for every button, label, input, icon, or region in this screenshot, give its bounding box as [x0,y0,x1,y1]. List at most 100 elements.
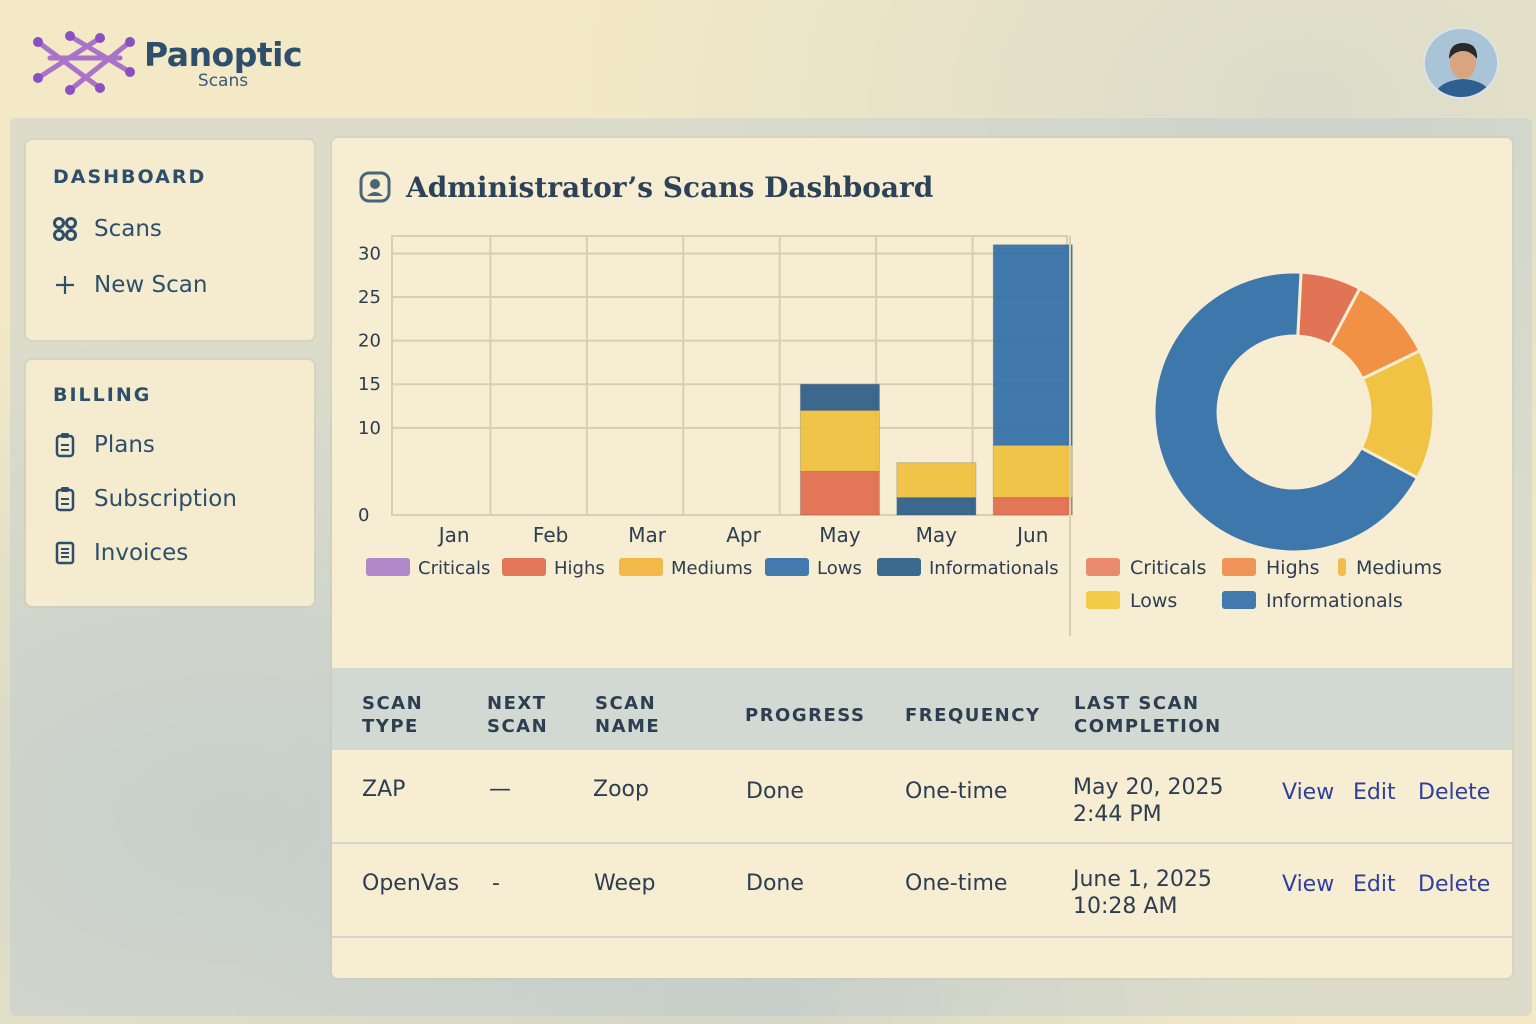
y-tick-label: 0 [358,505,369,526]
legend-label: Criticals [418,558,490,579]
legend-label: Informationals [929,558,1059,579]
legend-swatch [1086,558,1120,576]
document-icon [50,538,80,568]
bar-segment [896,497,977,516]
table-header: SCAN TYPE NEXT SCAN SCAN NAME PROGRESS F… [332,668,1512,750]
column-header-scan-name: SCAN NAME [595,693,661,737]
legend-label: Mediums [1356,557,1442,579]
y-tick-label: 30 [358,243,381,264]
sidebar-item-label: Scans [94,216,162,242]
delete-button[interactable]: Delete [1418,872,1491,897]
bar-segment [992,244,1073,446]
legend-label: Informationals [1266,590,1403,612]
user-portrait-icon [1425,29,1497,97]
grid-icon [50,214,80,244]
x-tick-label: Jun [1015,523,1048,547]
legend-swatch [366,558,410,576]
cell-scan-type: OpenVas [362,871,460,896]
sidebar-item-new-scan[interactable]: New Scan [50,270,207,300]
legend-swatch [1222,558,1256,576]
bar-segment [896,462,977,499]
column-header-progress: PROGRESS [745,705,866,726]
cell-scan-type: ZAP [362,777,406,802]
cell-last-scan: May 20, 2025 2:44 PM [1073,775,1224,827]
legend-swatch [502,558,546,576]
legend-swatch [877,558,921,576]
sidebar-item-scans[interactable]: Scans [50,214,162,244]
x-tick-label: May [916,523,958,547]
column-header-scan-type: SCAN TYPE [362,693,424,737]
cell-scan-name: Weep [594,871,656,896]
y-tick-label: 15 [358,374,381,395]
legend-label: Highs [554,558,605,579]
brand-subtitle: Scans [197,71,249,91]
clipboard-icon [50,484,80,514]
legend-label: Highs [1266,557,1320,579]
legend-swatch [619,558,663,576]
legend-label: Lows [1130,590,1177,612]
cell-next-scan: — [489,777,511,802]
sidebar-item-label: Subscription [94,486,237,512]
sidebar-heading-dashboard: DASHBOARD [53,166,207,188]
page-title: Administrator’s Scans Dashboard [406,170,934,204]
legend-swatch [765,558,809,576]
table-row: OpenVas - Weep Done One-time June 1, 202… [332,846,1512,938]
cell-progress: Done [746,779,804,804]
sidebar-billing-section: BILLING Plans Subscription Invoices [26,360,314,606]
view-button[interactable]: View [1282,872,1335,897]
app-header: Panoptic Scans [0,0,1536,118]
column-header-frequency: FREQUENCY [905,705,1041,726]
legend-swatch [1222,591,1256,609]
charts-area: 0 10 15 20 25 30 Jan Feb Mar Apr May May Jun Critical… [358,235,1442,636]
brand-name: Panoptic [144,35,303,74]
legend-label: Criticals [1130,557,1206,579]
cell-last-scan: June 1, 2025 10:28 AM [1073,867,1212,919]
sidebar-item-label: Invoices [94,540,189,566]
pie-slice [1152,270,1420,554]
bar-segment [799,383,880,411]
cell-frequency: One-time [905,871,1008,896]
cell-scan-name: Zoop [593,777,649,802]
y-tick-label: 10 [358,418,381,439]
delete-button[interactable]: Delete [1418,780,1491,805]
main-panel: Administrator’s Scans Dashboard 0 10 15 20 2… [332,138,1512,978]
table-row: ZAP — Zoop Done One-time May 20, 2025 2:… [332,752,1512,844]
logo[interactable]: Panoptic Scans [30,28,303,98]
edit-button[interactable]: Edit [1353,780,1396,805]
clipboard-icon [50,430,80,460]
legend-label: Mediums [671,558,752,579]
legend-swatch [1086,591,1120,609]
legend-label: Lows [817,558,862,579]
x-tick-label: Mar [628,523,667,547]
network-logo-icon [33,31,135,95]
user-avatar[interactable] [1423,27,1499,99]
sidebar-item-label: Plans [94,432,155,458]
cell-next-scan: - [492,871,500,896]
sidebar-item-plans[interactable]: Plans [50,430,155,460]
legend-swatch [1338,558,1346,576]
sidebar-item-subscription[interactable]: Subscription [50,484,237,514]
cell-progress: Done [746,871,804,896]
bar-segment [992,497,1073,516]
edit-button[interactable]: Edit [1353,872,1396,897]
plus-icon [50,270,80,300]
cell-frequency: One-time [905,779,1008,804]
bar-segment [799,470,880,516]
shield-icon [358,170,392,204]
bar-segment [799,409,880,472]
x-tick-label: Apr [726,523,761,547]
sidebar-item-invoices[interactable]: Invoices [50,538,188,568]
x-tick-label: Jan [437,523,470,547]
bar-segment [992,444,1073,499]
page-header: Administrator’s Scans Dashboard [358,170,933,204]
view-button[interactable]: View [1282,780,1335,805]
x-tick-label: May [819,523,861,547]
sidebar-item-label: New Scan [94,272,208,298]
column-header-last-scan: LAST SCAN COMPLETION [1074,693,1222,737]
sidebar-dashboard-section: DASHBOARD Scans New Scan [26,140,314,340]
sidebar-heading-billing: BILLING [53,384,152,406]
y-tick-label: 25 [358,287,381,308]
column-header-next-scan: NEXT SCAN [487,693,549,737]
x-tick-label: Feb [533,523,568,547]
y-tick-label: 20 [358,331,381,352]
